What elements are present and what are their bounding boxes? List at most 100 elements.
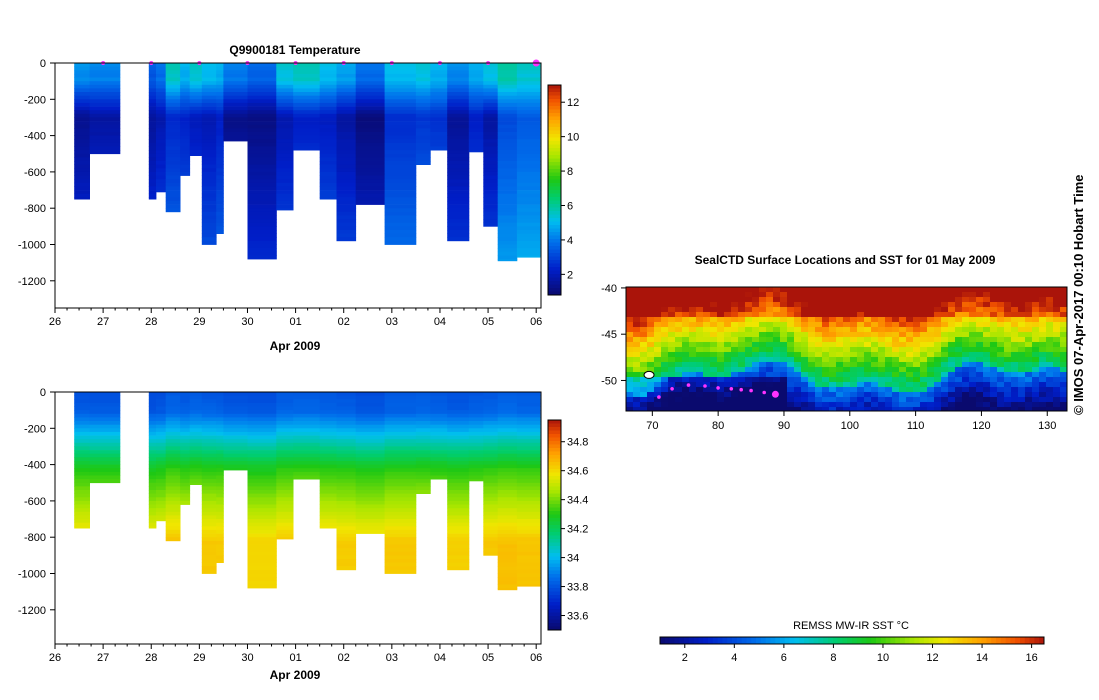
cell [216, 544, 224, 549]
cell [483, 500, 499, 505]
cell [216, 139, 224, 144]
cell [355, 106, 385, 111]
cell [247, 77, 277, 82]
cell [180, 431, 191, 436]
cell [201, 88, 217, 93]
colorbar-segment [548, 186, 561, 191]
colorbar-segment [548, 267, 561, 271]
sst-cell [661, 362, 669, 368]
sst-cell [766, 382, 774, 388]
cell [247, 399, 277, 404]
sst-cell [808, 362, 816, 368]
sst-cell [913, 327, 921, 333]
cell [89, 461, 121, 465]
sst-cell [654, 392, 662, 398]
cell [483, 446, 499, 451]
sst-cell [738, 342, 746, 348]
cell [89, 106, 121, 111]
sst-cell [997, 377, 1005, 383]
cell [430, 442, 448, 447]
cell [336, 453, 357, 458]
cell [156, 450, 166, 455]
sst-cell [724, 297, 732, 303]
sst-cell [654, 317, 662, 323]
cell [180, 132, 191, 136]
cell [189, 435, 203, 440]
sst-cell [1060, 292, 1067, 298]
sst-cell [948, 297, 956, 303]
cell [148, 493, 157, 498]
cell [216, 73, 224, 78]
sst-cell [815, 312, 823, 318]
cell [201, 475, 217, 480]
cell [483, 124, 499, 129]
sst-cell [955, 322, 963, 328]
sst-cell [773, 327, 781, 333]
sst-cell [668, 307, 676, 313]
colorbar-segment [548, 567, 561, 571]
sst-cell [682, 372, 690, 378]
colorbar-segment [548, 176, 561, 180]
sst-cell [836, 357, 844, 363]
cell [497, 255, 518, 260]
cell [384, 526, 417, 531]
colorbar-segment [548, 239, 561, 243]
sst-cell [1039, 397, 1047, 403]
sst-cell [899, 372, 907, 378]
cell [216, 406, 224, 411]
cell [415, 88, 431, 93]
sst-cell [878, 322, 886, 328]
sst-cell [815, 342, 823, 348]
cell [516, 244, 541, 249]
cell [247, 95, 277, 100]
sst-cell [654, 337, 662, 343]
sst-cell [906, 367, 914, 373]
cell [216, 446, 224, 451]
cell [415, 139, 431, 144]
cell [497, 215, 518, 220]
cell [497, 157, 518, 162]
sst-cell [752, 342, 760, 348]
cell [415, 490, 431, 494]
sst-cell [990, 342, 998, 348]
sst-cell [682, 347, 690, 353]
sst-cell [696, 317, 704, 323]
cell [74, 81, 90, 86]
sst-cell [661, 342, 669, 348]
sst-cell [675, 292, 683, 298]
sst-cell [668, 407, 676, 411]
cell [355, 500, 385, 505]
sst-cell [745, 292, 753, 298]
cell [156, 63, 166, 67]
cell [336, 431, 357, 436]
cell [319, 81, 337, 86]
cell [319, 475, 337, 480]
cell [216, 146, 224, 151]
cell [516, 442, 541, 447]
cell [516, 402, 541, 407]
cell [319, 135, 337, 140]
cell [483, 95, 499, 100]
sst-cell [836, 372, 844, 378]
sst-cell [794, 372, 802, 378]
sst-cell [689, 397, 697, 403]
sst-cell [689, 297, 697, 303]
sst-cell [1053, 297, 1061, 303]
sst-cell [885, 302, 893, 308]
cell [148, 526, 157, 529]
cell [216, 511, 224, 516]
sst-cell [752, 297, 760, 303]
sst-cell [647, 307, 655, 313]
cell [415, 395, 431, 400]
cell [216, 486, 224, 491]
sst-cell [941, 377, 949, 383]
sst-cell [997, 297, 1005, 303]
sst-cell [717, 392, 725, 398]
sst-cell [808, 402, 816, 408]
cell [189, 424, 203, 429]
cell [355, 150, 385, 155]
sst-cell [1025, 302, 1033, 308]
colorbar-segment [548, 218, 561, 222]
cell [247, 431, 277, 436]
cell [319, 63, 337, 67]
